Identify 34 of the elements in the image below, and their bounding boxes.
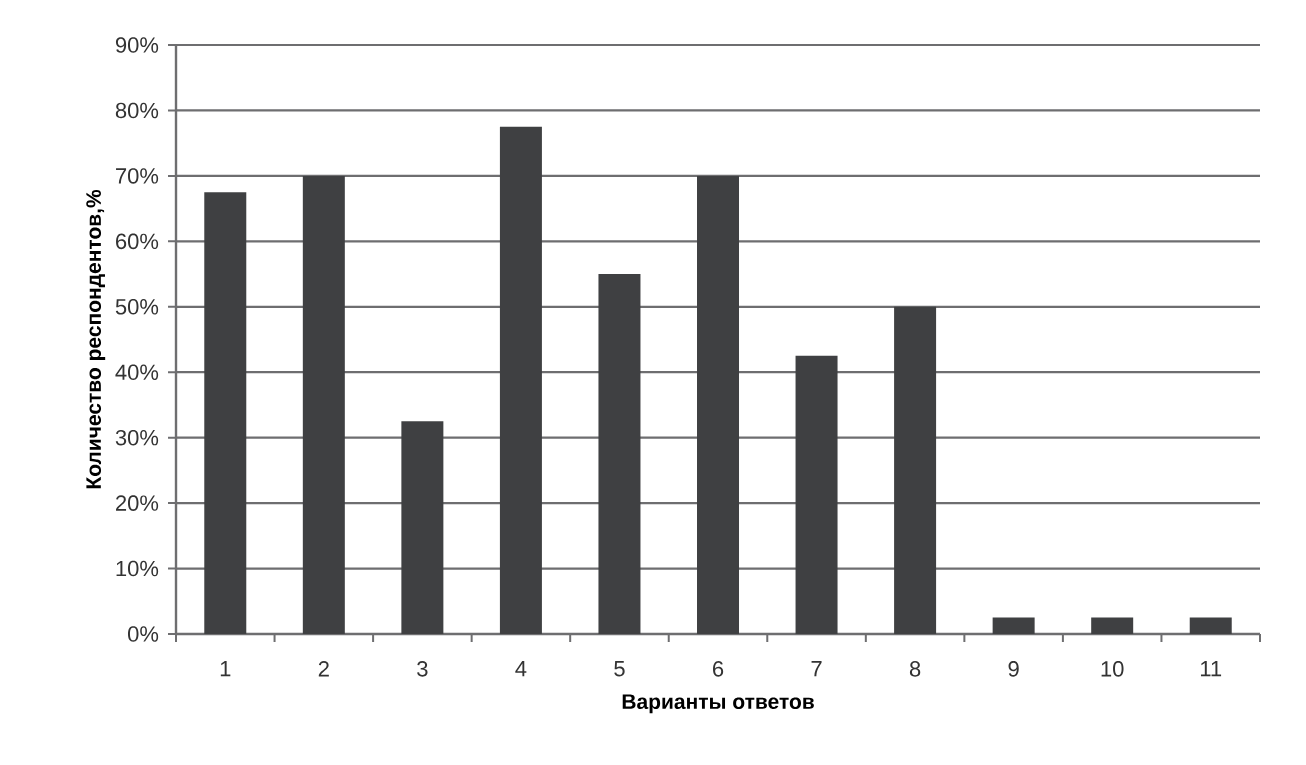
x-axis-title: Варианты ответов (622, 694, 814, 714)
x-tick-label: 5 (614, 661, 625, 677)
bar (1189, 617, 1232, 634)
bar (401, 421, 444, 634)
x-tick-label: 4 (515, 661, 527, 677)
x-tick-label: 3 (417, 661, 428, 677)
y-tick-label: 90% (115, 37, 159, 53)
y-tick-label: 80% (115, 102, 159, 119)
x-tick-label: 1 (220, 661, 231, 677)
x-tick-label: 9 (1008, 661, 1019, 677)
x-tick-label: 8 (909, 661, 921, 677)
bar (992, 617, 1035, 634)
bar (302, 175, 345, 634)
y-tick-label: 60% (116, 233, 159, 250)
bar (204, 192, 247, 634)
y-axis-title: Количество респондентов,% (86, 189, 106, 489)
bar (1091, 617, 1134, 634)
bar (795, 355, 838, 634)
y-tick-label: 70% (116, 168, 159, 184)
bar (894, 306, 937, 634)
bar (598, 274, 641, 634)
y-tick-label: 50% (115, 299, 159, 315)
x-tick-label: 7 (811, 661, 822, 677)
y-tick-label: 20% (116, 495, 159, 511)
x-tick-label: 6 (713, 661, 724, 677)
x-tick-label: 10 (1101, 661, 1124, 677)
x-tick-label: 2 (318, 661, 329, 677)
y-tick-label: 40% (115, 364, 159, 381)
y-tick-label: 10% (116, 560, 159, 577)
y-tick-label: 30% (115, 429, 159, 446)
bar (499, 126, 542, 634)
x-tick-label: 11 (1200, 661, 1222, 677)
bar (697, 175, 740, 634)
y-tick-label: 0% (128, 626, 159, 642)
